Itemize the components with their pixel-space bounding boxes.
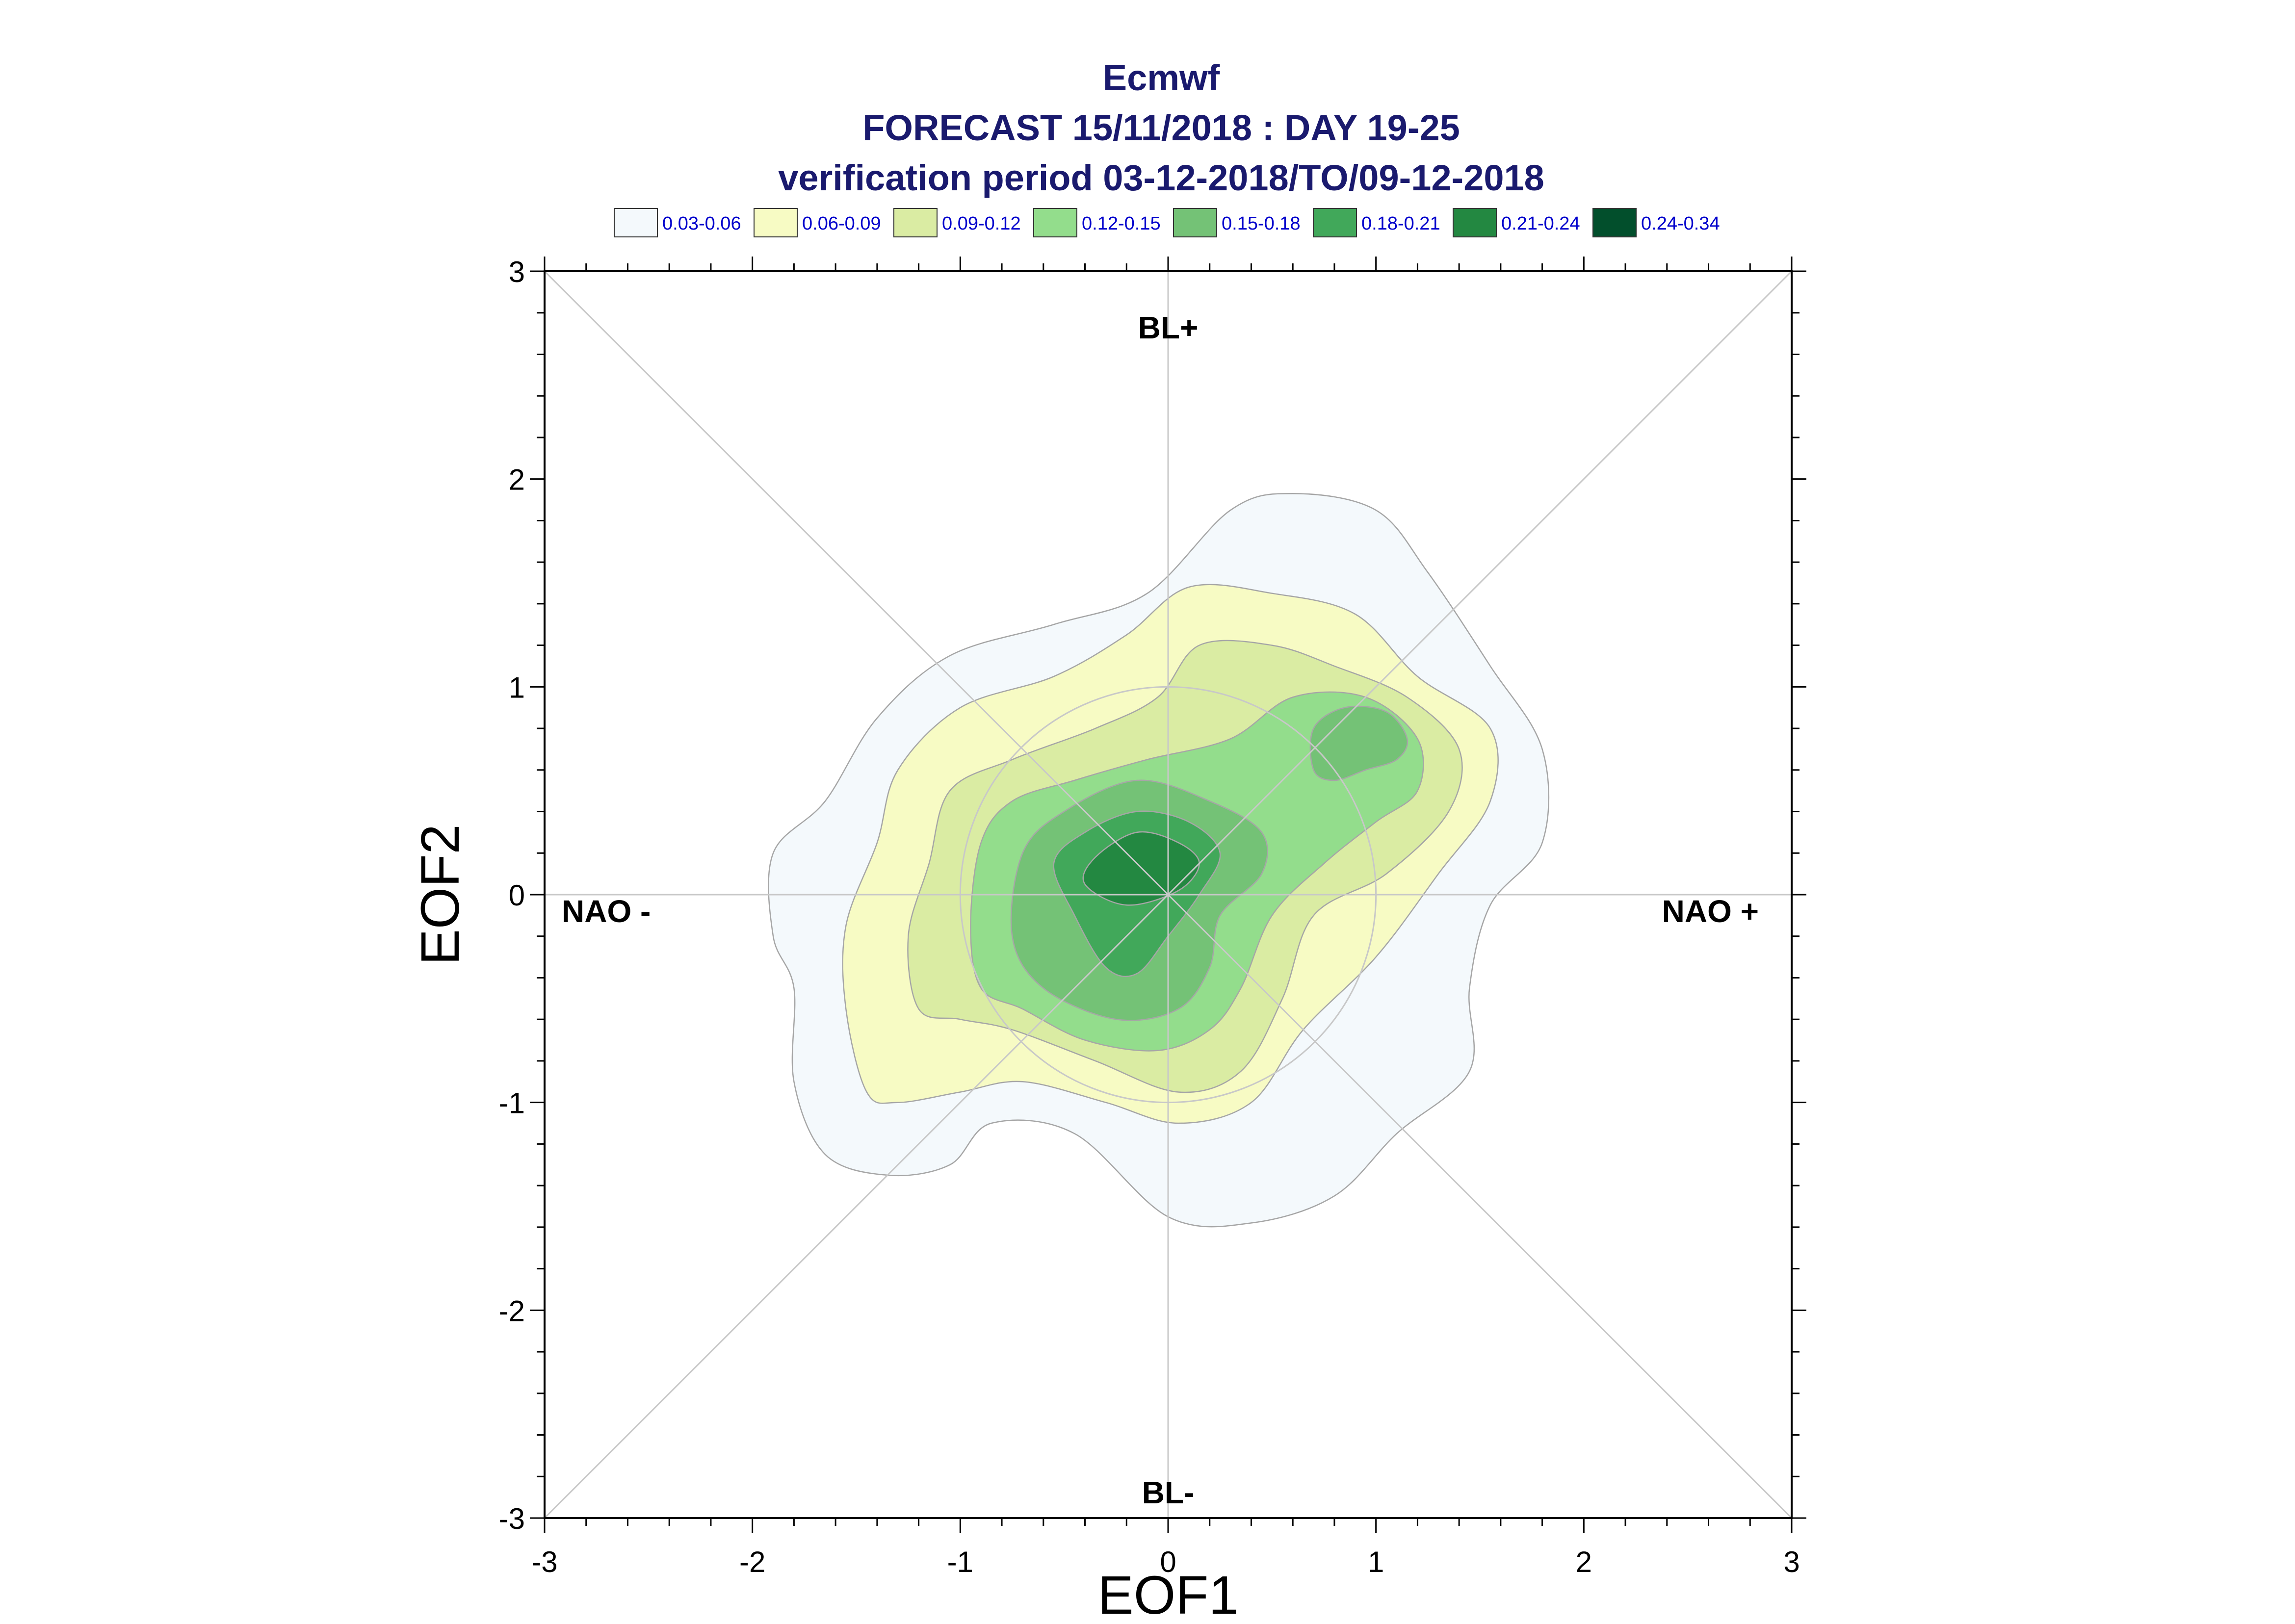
x-tick-label: 0: [1160, 1546, 1176, 1578]
legend-label: 0.12-0.15: [1082, 213, 1161, 234]
diagonal-line: [544, 270, 1793, 1519]
x-axis-label: EOF1: [1097, 1565, 1238, 1624]
legend-swatch: [1453, 208, 1497, 237]
region-label-bl-minus: BL-: [1142, 1475, 1195, 1510]
region-label-nao-plus: NAO +: [1662, 894, 1759, 929]
legend-label: 0.15-0.18: [1222, 213, 1301, 234]
legend-swatch: [1313, 208, 1357, 237]
axis-ticks: -3 -2 -1 0 1 2 3 -3 -2 -1 0 1 2 3: [499, 256, 1806, 1578]
y-axis-label: EOF2: [410, 824, 470, 965]
legend-label: 0.18-0.21: [1361, 213, 1440, 234]
legend-swatch: [1592, 208, 1637, 237]
unit-circle: [959, 686, 1377, 1104]
legend-label: 0.24-0.34: [1641, 213, 1720, 234]
x-tick-label: -2: [739, 1546, 765, 1578]
legend-label: 0.21-0.24: [1501, 213, 1580, 234]
reference-grid: [544, 270, 1793, 1519]
y-tick-label: 1: [509, 671, 525, 704]
y-tick-label: 0: [509, 879, 525, 912]
x-tick-label: 1: [1368, 1546, 1384, 1578]
legend-label: 0.09-0.12: [942, 213, 1021, 234]
x-tick-label: 2: [1576, 1546, 1592, 1578]
region-label-nao-minus: NAO -: [562, 894, 651, 929]
legend-label: 0.06-0.09: [802, 213, 881, 234]
chart-subtitle-forecast: FORECAST 15/11/2018 : DAY 19-25: [862, 107, 1460, 148]
y-tick-label: -1: [499, 1087, 525, 1120]
legend-swatch: [893, 208, 938, 237]
region-label-bl-plus: BL+: [1138, 310, 1199, 345]
chart-titles: Ecmwf FORECAST 15/11/2018 : DAY 19-25 ve…: [0, 53, 2295, 203]
x-tick-label: 3: [1783, 1546, 1799, 1578]
legend-swatch: [754, 208, 798, 237]
x-tick-label: -1: [947, 1546, 973, 1578]
chart-subtitle-period: verification period 03-12-2018/TO/09-12-…: [778, 157, 1544, 198]
density-contours: [768, 493, 1550, 1228]
legend-swatch: [614, 208, 658, 237]
x-tick-label: -3: [531, 1546, 557, 1578]
legend-swatch: [1173, 208, 1217, 237]
y-tick-label: 2: [509, 464, 525, 496]
chart-title: Ecmwf: [1102, 57, 1220, 98]
y-tick-label: -3: [499, 1502, 525, 1535]
legend-label: 0.03-0.06: [662, 213, 741, 234]
legend-swatch: [1033, 208, 1077, 237]
density-contour: [1309, 705, 1408, 781]
y-tick-label: 3: [509, 256, 525, 288]
y-tick-label: -2: [499, 1294, 525, 1327]
legend: 0.03-0.06 0.06-0.09 0.09-0.12 0.12-0.15 0.15…: [614, 208, 1720, 237]
